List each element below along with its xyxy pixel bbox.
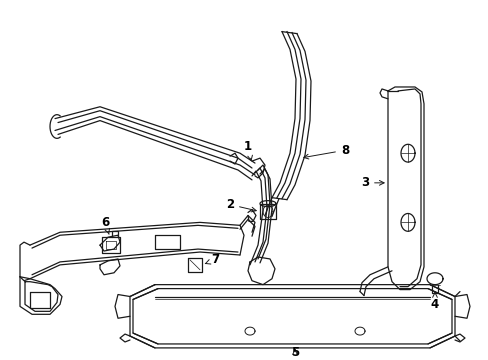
Text: 5: 5 bbox=[290, 346, 299, 359]
Text: 8: 8 bbox=[303, 144, 348, 159]
Text: 4: 4 bbox=[430, 292, 438, 311]
Text: 3: 3 bbox=[360, 176, 384, 189]
Text: 6: 6 bbox=[101, 216, 109, 234]
Text: 2: 2 bbox=[225, 198, 256, 212]
Text: 1: 1 bbox=[244, 140, 252, 160]
Text: 7: 7 bbox=[205, 253, 219, 266]
